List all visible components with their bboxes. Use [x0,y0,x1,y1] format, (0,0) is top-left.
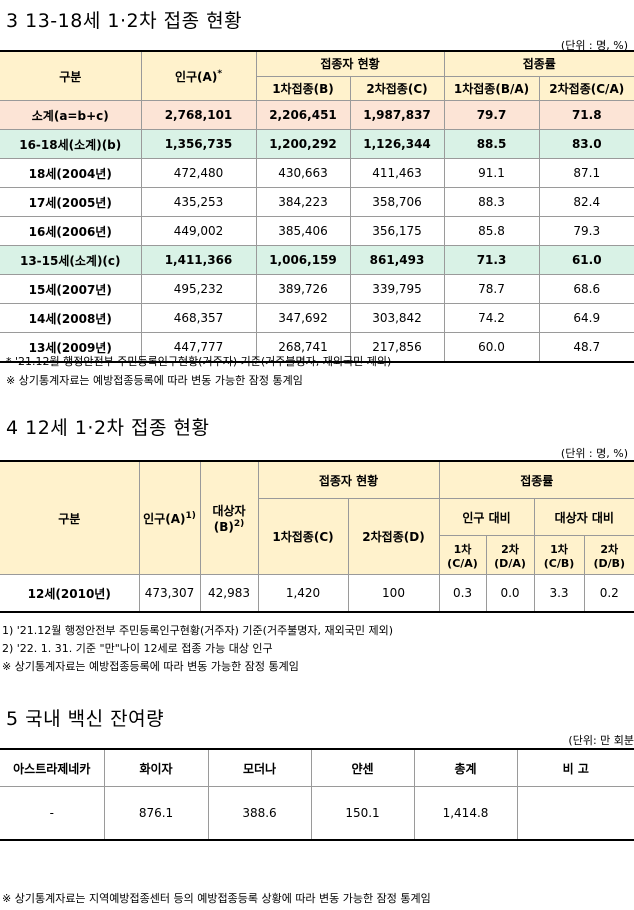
header-remarks: 비 고 [516,748,634,787]
section3-unit: (단위 : 명, %) [560,39,628,52]
header-janssen: 얀센 [310,748,415,787]
header-target: 대상자 (B)2) [199,460,259,575]
header-pop-ratio: 인구 대비 [438,498,535,536]
section4-footnote-2: 2) '22. 1. 31. 기준 "만"나이 12세로 접종 가능 대상 인구 [2,642,273,655]
section3-table: 구분 인구(A)* 접종자 현황 접종률 1차접종(B) 2차접종(C) 1차접… [0,50,634,363]
header-dose2: 2차접종(C) [349,75,445,102]
header-rate-group: 접종률 [443,50,634,77]
header-target-ratio: 대상자 대비 [533,498,634,536]
header-c3: 1차 (C/B) [533,535,585,575]
table-row: 16세(2006년) 449,002 385,406 356,175 85.8 79.3 [0,216,634,246]
header-category: 구분 [0,460,140,575]
table-row: - 876.1 388.6 150.1 1,414.8 [0,786,634,841]
header-population: 인구(A)1) [138,460,201,575]
header-category: 구분 [0,50,142,101]
section4-unit: (단위 : 명, %) [560,447,628,460]
section4-footnote-1: 1) '21.12월 행정안전부 주민등록인구현황(거주자) 기준(거주불명자,… [2,624,394,637]
header-moderna: 모더나 [207,748,312,787]
header-astrazeneca: 아스트라제네카 [0,748,105,787]
table-row: 13세(2009년) 447,777 268,741 217,856 60.0 48.7 [0,332,634,363]
table-row: 12세(2010년) 473,307 42,983 1,420 100 0.3 … [0,574,634,613]
section3-footnote: * '21.12월 행정안전부 주민등록인구현황(거주자) 기준(거주불명자, … [6,355,392,368]
section5-unit: (단위: 만 회분 [568,734,634,747]
table-row: 소계(a=b+c) 2,768,101 2,206,451 1,987,837 79.7… [0,100,634,130]
table-row: 18세(2004년) 472,480 430,663 411,463 91.1 87.1 [0,158,634,188]
header-dose1: 1차접종(C) [257,498,349,575]
header-c4: 2차 (D/B) [583,535,634,575]
table-row: 14세(2008년) 468,357 347,692 303,842 74.2 64.9 [0,303,634,333]
table-row: 17세(2005년) 435,253 384,223 358,706 88.3 82.4 [0,187,634,217]
header-population: 인구(A)* [140,50,257,101]
header-c1: 1차 (C/A) [438,535,487,575]
section4-table: 구분 인구(A)1) 대상자 (B)2) 접종자 현황 접종률 1차접종(C) 2… [0,460,634,613]
table-row: 15세(2007년) 495,232 389,726 339,795 78.7 68.6 [0,274,634,304]
section5-table: 아스트라제네카 화이자 모더나 얀센 총계 비 고 - 876.1 388.6 … [0,748,634,841]
header-rate2: 2차접종(C/A) [538,75,634,102]
table-row: 16-18세(소계)(b) 1,356,735 1,200,292 1,126,344… [0,129,634,159]
header-dose1: 1차접종(B) [255,75,351,102]
header-vaccinated-group: 접종자 현황 [255,50,445,77]
header-pfizer: 화이자 [103,748,209,787]
section4-title: 4 12세 1·2차 접종 현황 [6,417,210,439]
section3-disclaimer: ※ 상기통계자료는 예방접종등록에 따라 변동 가능한 잠정 통계임 [6,374,303,387]
header-total: 총계 [413,748,518,787]
section3-title: 3 13-18세 1·2차 접종 현황 [6,10,243,32]
header-dose2: 2차접종(D) [347,498,440,575]
table-row: 13-15세(소계)(c) 1,411,366 1,006,159 861,493 71… [0,245,634,275]
header-rate-group: 접종률 [438,460,634,499]
header-c2: 2차 (D/A) [485,535,535,575]
section5-disclaimer: ※ 상기통계자료는 지역예방접종센터 등의 예방접종등록 상황에 따라 변동 가… [2,892,431,905]
header-rate1: 1차접종(B/A) [443,75,540,102]
section4-disclaimer: ※ 상기통계자료는 예방접종등록에 따라 변동 가능한 잠정 통계임 [2,660,299,673]
header-vaccinated-group: 접종자 현황 [257,460,440,499]
section5-title: 5 국내 백신 잔여량 [6,708,165,730]
